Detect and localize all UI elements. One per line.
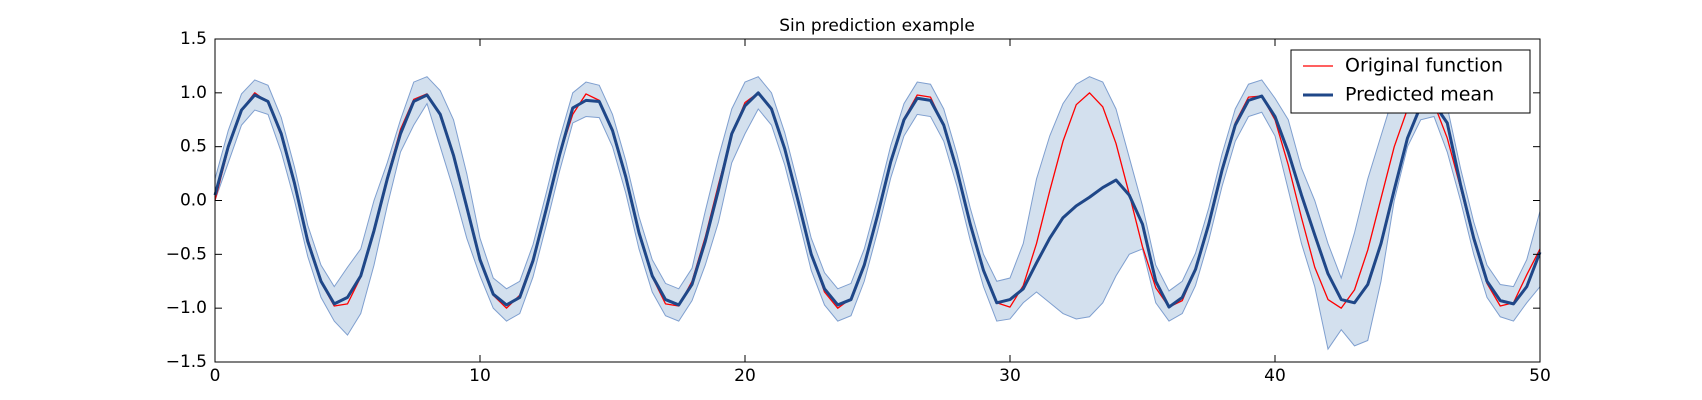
y-tick-label: −1.5 (166, 352, 207, 372)
y-tick-label: −0.5 (166, 244, 207, 264)
series-line (213, 91, 1542, 309)
legend: Original function Predicted mean (1290, 49, 1531, 114)
x-tick-label: 40 (1264, 366, 1286, 386)
y-tick-label: 0.0 (180, 191, 207, 211)
band-lower-edge (214, 102, 1541, 351)
y-tick-label: 0.5 (180, 137, 207, 157)
x-tick-label: 10 (469, 366, 491, 386)
legend-label: Predicted mean (1345, 84, 1494, 106)
legend-label: Original function (1345, 55, 1503, 77)
y-tick-label: 1.5 (180, 29, 207, 49)
x-tick-label: 20 (734, 366, 756, 386)
y-tick-label: 1.0 (180, 83, 207, 103)
band-upper-edge (214, 70, 1541, 292)
chart-title: Sin prediction example (779, 16, 975, 36)
legend-box (1290, 49, 1531, 114)
x-tick-label: 0 (210, 366, 221, 386)
x-tick-label: 30 (999, 366, 1021, 386)
x-tick-label: 50 (1529, 366, 1551, 386)
y-tick-label: −1.0 (166, 298, 207, 318)
